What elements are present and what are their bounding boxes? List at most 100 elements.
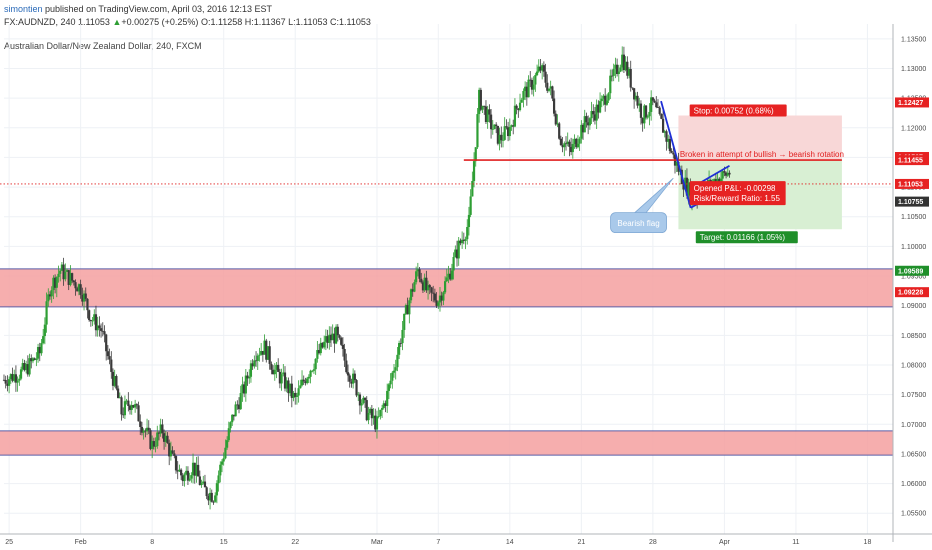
candle-body — [411, 289, 414, 292]
candle — [488, 104, 491, 123]
candle-body — [258, 354, 261, 356]
candle — [399, 338, 402, 348]
candle — [341, 337, 345, 357]
candle-body — [94, 314, 98, 331]
candle-body — [685, 177, 689, 196]
candle — [426, 280, 430, 300]
candle-body — [633, 88, 636, 100]
candle — [329, 326, 333, 348]
candle — [241, 376, 244, 402]
candle — [467, 206, 471, 236]
candle-body — [118, 397, 121, 399]
candle — [25, 360, 28, 374]
candle-body — [610, 75, 614, 77]
candle-body — [587, 122, 590, 126]
candle-body — [280, 374, 283, 384]
candle — [626, 56, 629, 79]
candle-body — [425, 277, 428, 291]
candle-body — [108, 356, 111, 360]
candle-body — [566, 141, 569, 144]
candle-body — [423, 277, 426, 291]
candle-body — [239, 393, 242, 410]
candle-body — [152, 441, 155, 447]
candle-body — [403, 313, 406, 330]
candle-body — [193, 462, 196, 476]
candle — [8, 376, 11, 394]
candle-body — [186, 470, 190, 481]
candle-body — [71, 273, 74, 281]
candle — [500, 126, 503, 148]
candle — [50, 286, 53, 303]
candle-body — [345, 360, 348, 373]
candle-body — [580, 124, 583, 139]
candle-body — [386, 390, 389, 406]
candle-body — [168, 443, 171, 457]
candle-body — [50, 289, 53, 297]
candle — [600, 95, 603, 108]
candle — [77, 283, 81, 296]
candle — [592, 104, 595, 122]
candle — [420, 272, 423, 284]
candle — [532, 76, 535, 97]
candle — [425, 270, 428, 293]
broken-resistance-label: Broken in attempt of bullish → bearish r… — [680, 150, 844, 159]
candle-body — [447, 273, 450, 278]
candle-body — [282, 372, 285, 375]
candle — [551, 85, 554, 102]
candle-body — [9, 374, 12, 380]
candle-body — [535, 71, 539, 76]
candle-body — [643, 105, 646, 124]
date-tick-label: 21 — [577, 539, 585, 546]
candle — [273, 363, 276, 381]
candle-body — [292, 392, 295, 398]
candle-body — [176, 470, 179, 472]
candle-body — [343, 348, 346, 361]
candle-body — [77, 284, 81, 292]
candle — [65, 268, 69, 273]
candle-body — [578, 138, 581, 144]
candle — [174, 455, 178, 474]
candle — [670, 148, 673, 154]
candle-body — [394, 367, 397, 371]
price-tag — [895, 265, 929, 276]
candle — [561, 137, 564, 153]
candle-body — [60, 264, 64, 271]
candle — [343, 343, 346, 367]
candle — [304, 377, 307, 386]
candle — [363, 397, 367, 408]
date-tick-label: 18 — [864, 539, 872, 546]
candle-body — [546, 82, 549, 91]
candle — [309, 369, 312, 384]
candle — [231, 414, 234, 426]
candle — [202, 475, 205, 485]
candle — [105, 333, 108, 361]
candle-body — [117, 388, 120, 399]
candle — [585, 112, 588, 128]
candle — [665, 129, 668, 151]
candle — [48, 291, 52, 300]
candle — [171, 446, 174, 455]
candle — [81, 287, 84, 306]
candle-body — [128, 405, 132, 410]
candle-body — [721, 171, 724, 179]
candle-body — [244, 375, 247, 394]
candle-body — [398, 343, 401, 355]
candle — [518, 93, 522, 112]
candle — [619, 64, 622, 73]
candle-body — [527, 79, 530, 98]
candle-body — [180, 469, 183, 476]
candle-body — [355, 380, 358, 396]
date-tick-label: 14 — [506, 539, 514, 546]
candle-body — [495, 124, 498, 126]
candle — [321, 342, 324, 349]
change-arrow-icon: ▲ — [112, 17, 122, 27]
candle-body — [62, 264, 65, 280]
candle — [570, 137, 573, 156]
candle — [244, 369, 247, 402]
candle-body — [629, 68, 632, 88]
date-tick-label: Mar — [371, 539, 384, 546]
author-link[interactable]: simontien — [4, 4, 43, 14]
candle — [45, 292, 48, 333]
candle-body — [604, 95, 607, 105]
